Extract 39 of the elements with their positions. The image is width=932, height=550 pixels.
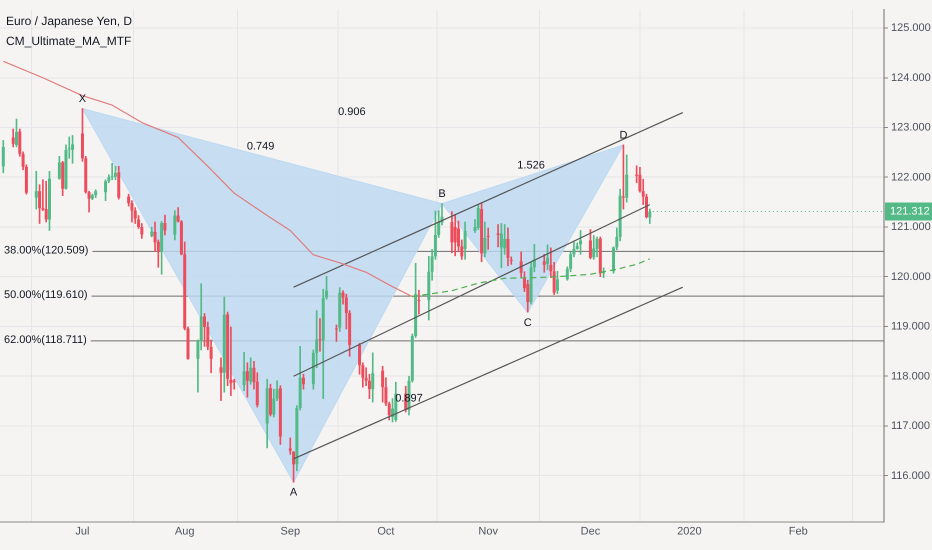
y-tick-label: 120.000	[891, 270, 931, 283]
text: CM_Ultimate_MA_MTF	[6, 34, 132, 48]
ref-line-label: 50.00%(119.610)	[4, 289, 88, 302]
x-tick-label: Nov	[478, 526, 498, 538]
annotation: 0.906	[338, 106, 366, 118]
x-tick-label: Dec	[580, 526, 601, 538]
y-tick-label: 118.000	[891, 370, 930, 382]
x-tick-label: 2020	[677, 526, 702, 538]
annotation: 121.312	[890, 206, 930, 218]
candlestick	[71, 135, 74, 164]
x-tick-label: Feb	[788, 526, 808, 538]
y-tick-label: 124.000	[891, 72, 931, 84]
y-tick-label: 125.000	[891, 22, 931, 34]
ref-line-label: 62.00%(118.711)	[4, 334, 87, 346]
x-tick-label: Sep	[280, 526, 300, 538]
annotation: X	[78, 93, 87, 106]
candlestick	[334, 324, 338, 342]
candlestick	[318, 318, 322, 352]
y-tick-label: 123.000	[891, 122, 931, 134]
line-series	[412, 258, 650, 298]
candlestick	[496, 224, 500, 248]
candlestick	[220, 358, 222, 401]
candlestick	[579, 230, 582, 255]
annotation: 0.749	[246, 140, 274, 152]
y-tick-label: 116.000	[891, 470, 930, 482]
y-tick-label: 121.000	[891, 221, 931, 234]
y-tick-label: 119.000	[891, 320, 930, 333]
ref-line-label: 38.00%(120.509)	[4, 244, 88, 256]
annotation: B	[438, 188, 446, 200]
y-tick-label: 117.000	[891, 420, 930, 432]
annotation: A	[290, 486, 298, 499]
annotation: 1.526	[517, 159, 545, 172]
x-tick-label: Jul	[75, 526, 90, 538]
y-tick-label: 122.000	[891, 171, 931, 184]
x-tick-label: Aug	[174, 526, 195, 538]
x-tick-label: Oct	[377, 526, 394, 538]
annotation: C	[524, 317, 532, 330]
chart-title: Euro / Japanese Yen, D	[6, 14, 132, 28]
annotation: D	[619, 129, 628, 142]
